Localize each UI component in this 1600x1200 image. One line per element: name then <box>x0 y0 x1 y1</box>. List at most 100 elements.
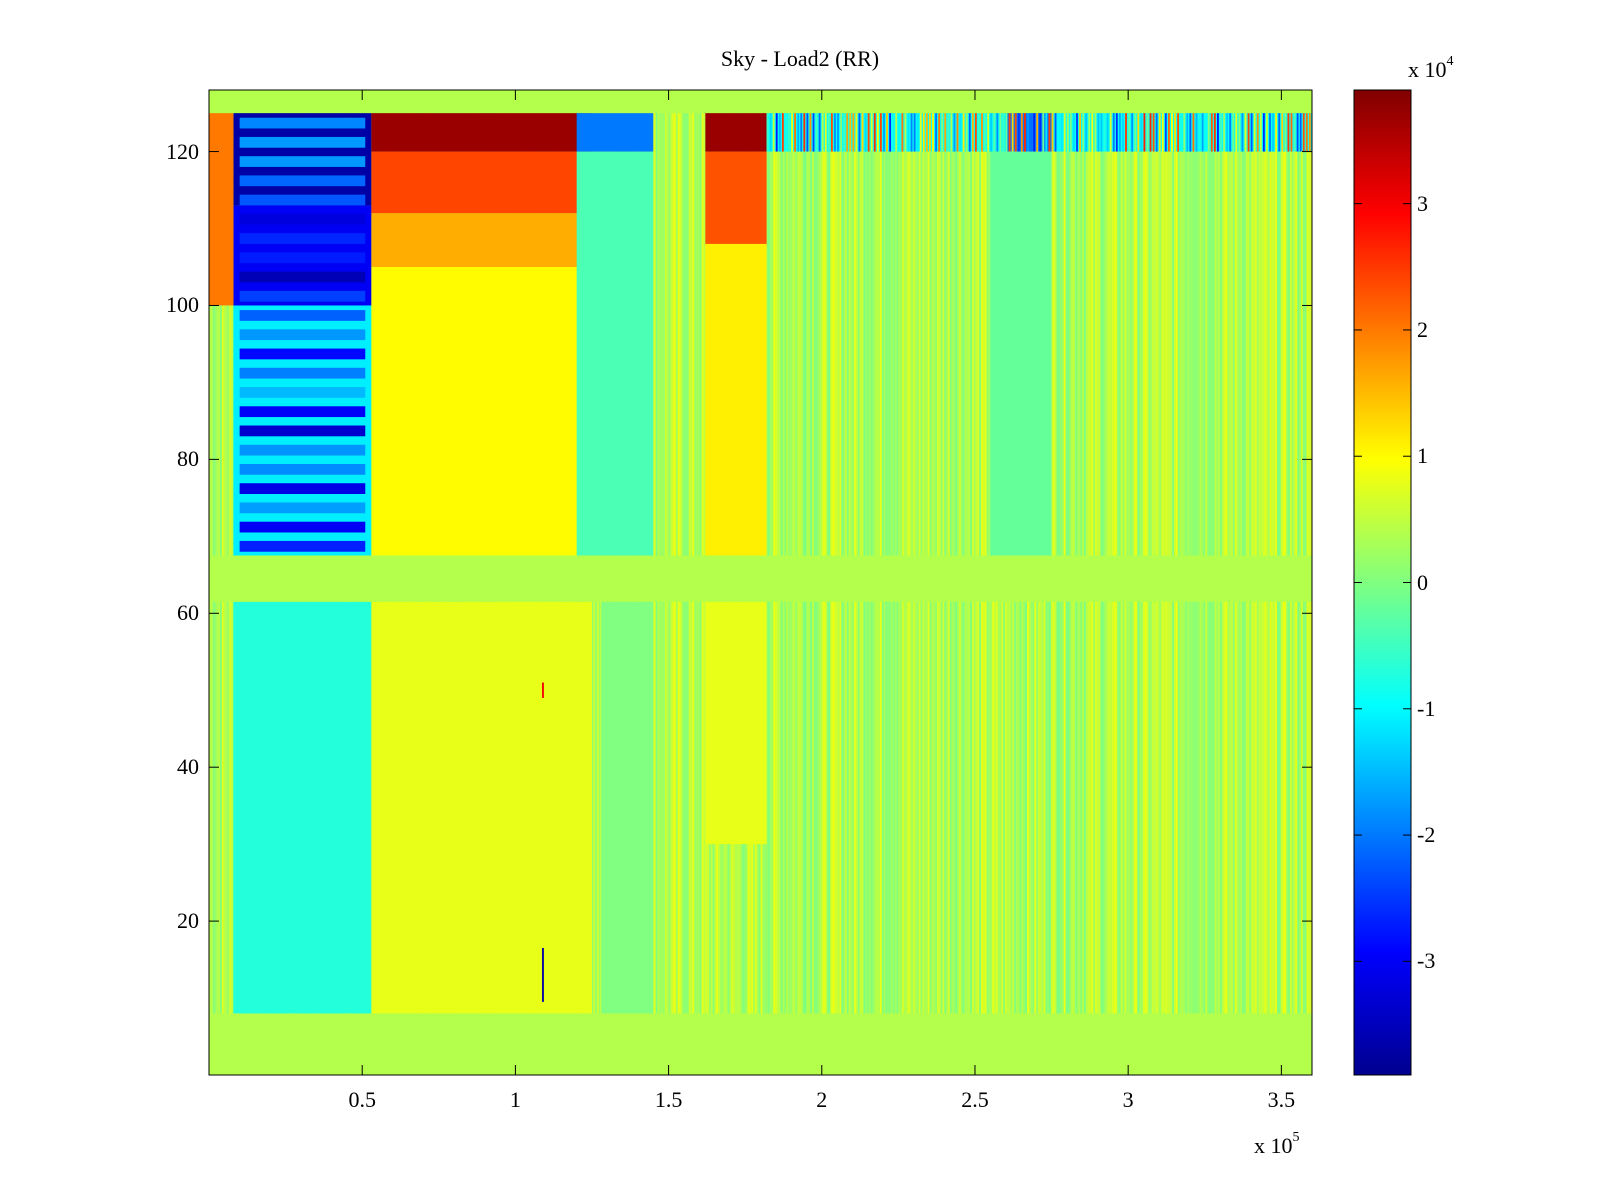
heatmap-top-noise <box>1073 113 1075 152</box>
heatmap-top-noise <box>987 113 990 152</box>
heatmap-top-noise <box>929 113 931 152</box>
heatmap-top-noise <box>852 113 855 152</box>
colorbar-tick-label: 3 <box>1417 190 1428 216</box>
heatmap-top-noise <box>837 113 839 152</box>
heatmap-top-noise <box>1030 113 1032 152</box>
heatmap-top-noise <box>1091 113 1094 152</box>
heatmap-top-noise <box>830 113 833 152</box>
heatmap-top-noise <box>1180 113 1183 152</box>
heatmap-top-noise <box>821 113 824 152</box>
heatmap-top-noise <box>1278 113 1281 152</box>
heatmap-top-noise <box>1109 113 1112 152</box>
heatmap-top-noise <box>962 113 965 152</box>
heatmap-top-noise <box>1232 113 1235 152</box>
heatmap-top-noise <box>904 113 907 152</box>
heatmap-top-noise <box>922 113 925 152</box>
heatmap-top-noise <box>849 113 852 152</box>
heatmap-top-noise <box>907 113 910 152</box>
heatmap-top-noise <box>1189 113 1192 152</box>
x-axis-multiplier: x 105 <box>1254 1130 1300 1158</box>
x-tick-label: 2 <box>816 1087 828 1112</box>
heatmap-top-noise <box>824 113 827 152</box>
heatmap-top-noise <box>1146 113 1149 152</box>
heatmap-top-noise <box>794 113 797 152</box>
heatmap-region <box>371 113 592 152</box>
heatmap-top-noise <box>1272 113 1275 152</box>
heatmap-band <box>239 233 366 244</box>
heatmap-top-noise <box>1266 113 1268 152</box>
heatmap-top-noise <box>892 113 895 152</box>
heatmap-top-noise <box>1149 113 1152 152</box>
heatmap-band <box>239 175 366 187</box>
heatmap-top-noise <box>861 113 864 152</box>
heatmap-top-noise <box>1244 113 1247 152</box>
heatmap-top-noise <box>1241 113 1244 152</box>
x-tick-label: 1.5 <box>654 1087 683 1112</box>
heatmap-top-noise <box>1051 113 1054 152</box>
heatmap-region <box>233 601 372 1014</box>
heatmap-band <box>239 290 366 302</box>
heatmap-top-noise <box>883 113 885 152</box>
heatmap-band <box>239 117 366 129</box>
heatmap-band <box>239 348 366 360</box>
heatmap-top-noise <box>1161 113 1164 152</box>
x-tick-label: 0.5 <box>348 1087 376 1112</box>
colorbar-tick-label: -2 <box>1417 822 1436 848</box>
heatmap-region <box>705 113 767 152</box>
heatmap-top-noise <box>1005 113 1008 152</box>
heatmap-top-noise <box>864 113 867 152</box>
heatmap-top-noise <box>1011 113 1014 152</box>
heatmap-region <box>705 151 767 244</box>
heatmap-top-noise <box>766 113 769 152</box>
heatmap-region <box>371 151 592 214</box>
heatmap-top-noise <box>1134 113 1137 152</box>
heatmap-top-noise <box>827 113 830 152</box>
heatmap-spike <box>542 682 544 698</box>
heatmap-top-noise <box>889 113 892 152</box>
heatmap-top-noise <box>1027 113 1029 152</box>
heatmap-top-noise <box>1048 113 1051 152</box>
heatmap-top-noise <box>1112 113 1115 152</box>
heatmap-top-noise <box>944 113 947 152</box>
heatmap-band <box>239 329 366 341</box>
heatmap-top-noise <box>1060 113 1063 152</box>
heatmap-top-noise <box>1014 113 1017 152</box>
heatmap-top-noise <box>938 113 941 152</box>
heatmap-top-noise <box>855 113 858 152</box>
heatmap-top-noise <box>1299 113 1302 152</box>
heatmap-top-noise <box>1122 113 1124 152</box>
heatmap-top-noise <box>879 113 882 152</box>
heatmap-region <box>576 113 654 152</box>
heatmap-top-noise <box>775 113 778 152</box>
heatmap-top-noise <box>935 113 937 152</box>
heatmap-blank-band <box>209 555 1312 602</box>
heatmap-top-noise <box>978 113 980 152</box>
colorbar-tick-label: 0 <box>1417 569 1428 595</box>
heatmap-top-noise <box>1253 113 1256 152</box>
x-tick-label: 3 <box>1122 1087 1134 1112</box>
heatmap-top-noise <box>981 113 983 152</box>
heatmap-top-noise <box>984 113 987 152</box>
heatmap-top-noise <box>971 113 974 152</box>
heatmap-top-noise <box>999 113 1002 152</box>
heatmap-top-noise <box>846 113 849 152</box>
heatmap-top-noise <box>834 113 836 152</box>
heatmap-top-noise <box>876 113 879 152</box>
heatmap-top-noise <box>1103 113 1106 152</box>
heatmap-area <box>209 90 1312 1075</box>
heatmap-region <box>576 151 654 556</box>
heatmap-top-noise <box>950 113 953 152</box>
heatmap-region <box>705 243 767 556</box>
heatmap-top-noise <box>916 113 919 152</box>
heatmap-top-noise <box>858 113 861 152</box>
heatmap-region <box>371 213 592 267</box>
heatmap-top-noise <box>953 113 956 152</box>
heatmap-region <box>705 601 767 845</box>
heatmap-top-noise <box>1094 113 1097 152</box>
heatmap-top-noise <box>806 113 809 152</box>
heatmap-top-noise <box>1213 113 1216 152</box>
x-tick-label: 1 <box>509 1087 521 1112</box>
heatmap-band <box>239 194 366 206</box>
heatmap-top-noise <box>1045 113 1048 152</box>
heatmap-top-noise <box>1250 113 1253 152</box>
